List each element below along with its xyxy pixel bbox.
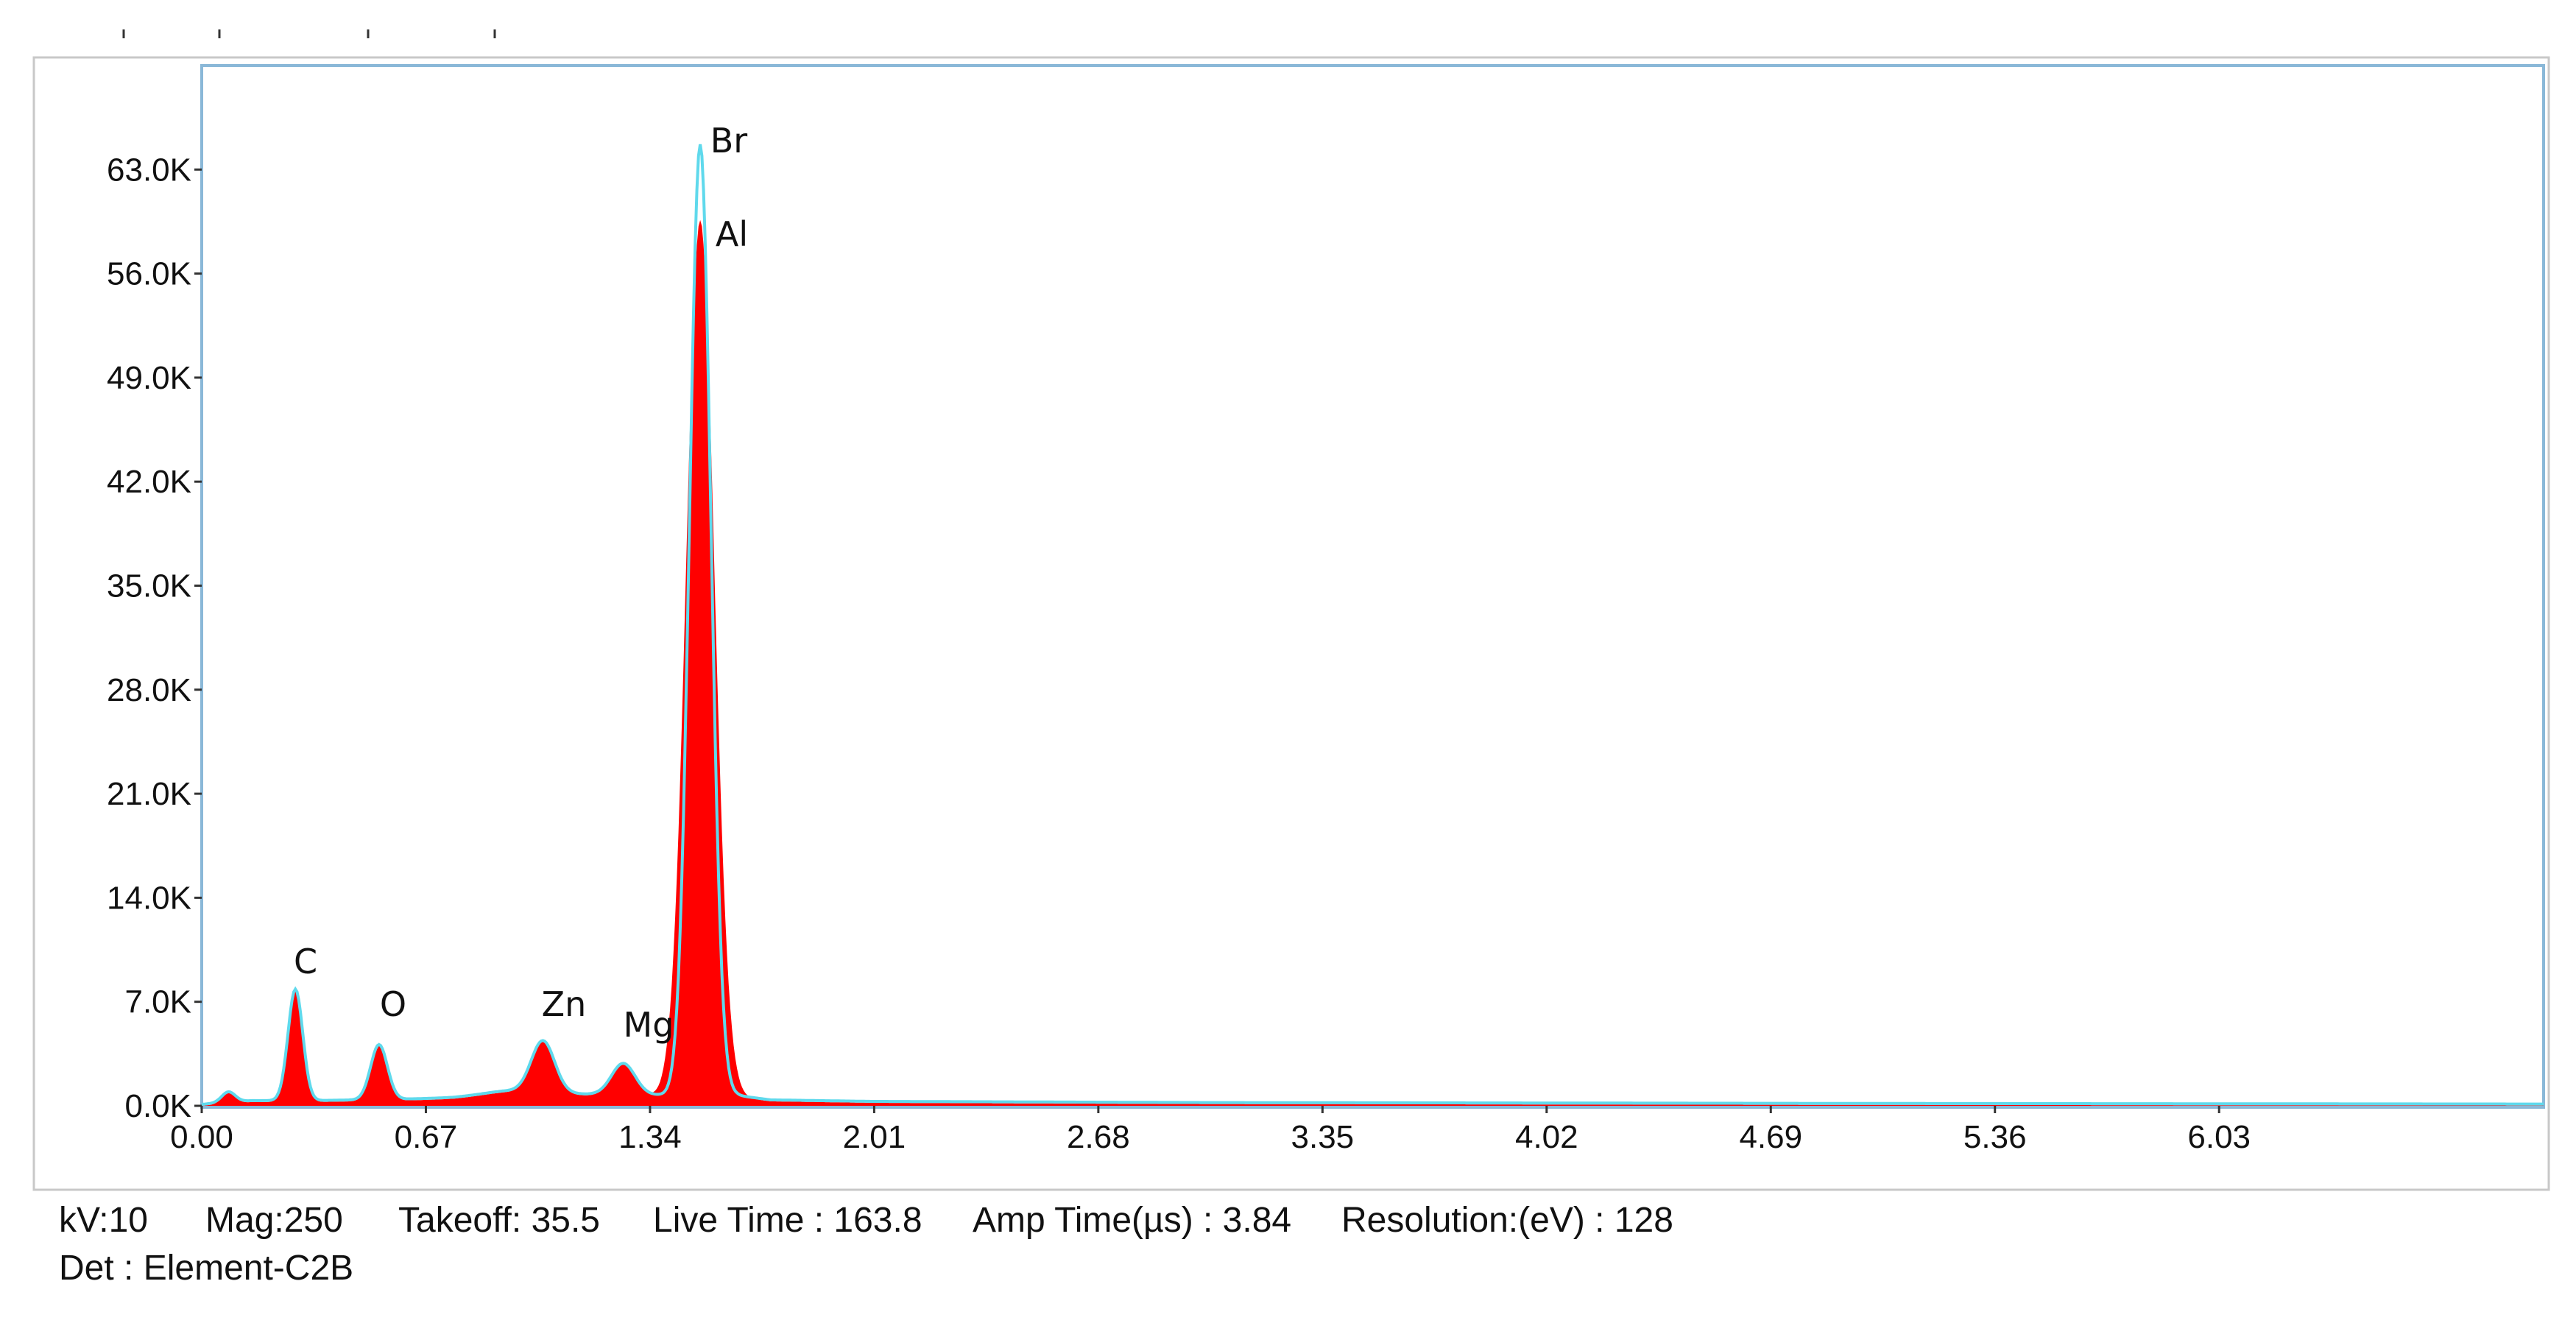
spectrum-series: [201, 144, 2544, 1106]
x-tick-label: 2.01: [843, 1119, 906, 1155]
x-tick-label: 6.03: [2187, 1119, 2251, 1155]
resolution-value: Resolution:(eV) : 128: [1341, 1201, 1673, 1240]
mag-value: Mag:250: [205, 1201, 343, 1240]
peak-label-al: Al: [716, 214, 748, 254]
x-tick-label: 4.02: [1515, 1119, 1578, 1155]
peak-label-mg: Mg: [624, 1005, 674, 1045]
peak-labels: C O Zn Mg Br Al: [294, 121, 748, 1045]
y-tick-label: 63.0K: [107, 152, 191, 188]
y-tick-label: 0.0K: [124, 1088, 191, 1124]
kv-value: kV:10: [59, 1201, 148, 1240]
y-tick-label: 21.0K: [107, 776, 191, 812]
peak-label-c: C: [294, 942, 317, 981]
x-tick-label: 5.36: [1963, 1119, 2027, 1155]
live-time-value: Live Time : 163.8: [653, 1201, 922, 1240]
y-tick-label: 49.0K: [107, 360, 191, 396]
plot-area-frame: [200, 64, 2545, 1109]
y-tick-label: 7.0K: [124, 984, 191, 1020]
y-tick-label: 14.0K: [107, 880, 191, 916]
x-tick-label: 3.35: [1291, 1119, 1355, 1155]
acquisition-info: kV:10 Mag:250 Takeoff: 35.5 Live Time : …: [59, 1201, 1673, 1288]
peak-label-br: Br: [710, 121, 748, 160]
x-axis: 0.00 0.67 1.34 2.01 2.68 3.35 4.02 4.69 5.36 6.03: [170, 1106, 2251, 1155]
x-tick-label: 0.00: [170, 1119, 233, 1155]
detector-value: Det : Element-C2B: [59, 1249, 353, 1288]
y-axis: 0.0K 7.0K 14.0K 21.0K 28.0K 35.0K 42.0K 49.0K 56…: [107, 152, 202, 1124]
y-tick-label: 42.0K: [107, 464, 191, 500]
amp-time-value: Amp Time(µs) : 3.84: [973, 1201, 1291, 1240]
takeoff-value: Takeoff: 35.5: [398, 1201, 600, 1240]
peak-label-o: O: [380, 984, 406, 1024]
y-tick-label: 35.0K: [107, 568, 191, 604]
y-tick-label: 28.0K: [107, 672, 191, 708]
outer-panel-border: [32, 56, 2550, 1191]
x-tick-label: 1.34: [618, 1119, 682, 1155]
peak-label-zn: Zn: [542, 984, 587, 1024]
x-tick-label: 0.67: [395, 1119, 458, 1155]
y-tick-label: 56.0K: [107, 256, 191, 292]
x-tick-label: 2.68: [1067, 1119, 1130, 1155]
spectrum-fit-line: [201, 144, 2544, 1106]
top-tick-marks: [122, 29, 496, 38]
x-tick-label: 4.69: [1739, 1119, 1802, 1155]
